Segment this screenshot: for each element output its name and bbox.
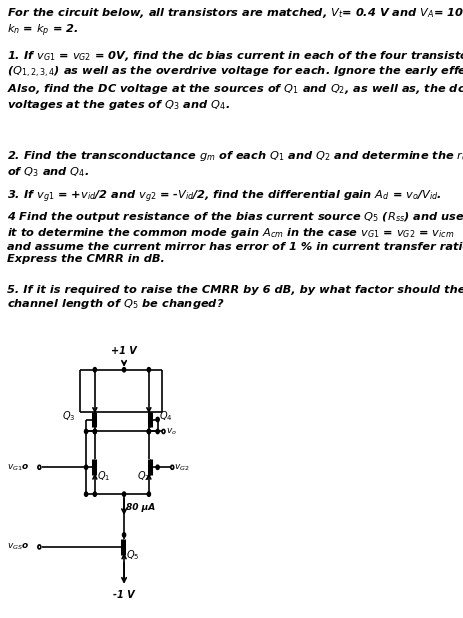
Circle shape [122,492,125,496]
Circle shape [156,417,159,421]
Text: $Q_2$: $Q_2$ [137,469,150,483]
Text: 2. Find the transconductance $g_m$ of each $Q_1$ and $Q_2$ and determine the $r_: 2. Find the transconductance $g_m$ of ea… [7,149,463,179]
Text: $Q_3$: $Q_3$ [63,410,76,423]
Circle shape [84,465,88,470]
Circle shape [156,465,159,470]
Text: For the circuit below, all transistors are matched, $V_t$= 0.4 V and $V_A$= 10V,: For the circuit below, all transistors a… [7,6,463,39]
Text: $Q_4$: $Q_4$ [159,410,172,423]
Text: +1 V: +1 V [111,346,137,356]
Circle shape [84,430,88,434]
Text: $v_{GS}$o: $v_{GS}$o [7,541,30,552]
Text: 3. If $v_{g1}$ = +$v_{id}$/2 and $v_{g2}$ = -$V_{id}$/2, find the differential g: 3. If $v_{g1}$ = +$v_{id}$/2 and $v_{g2}… [7,188,441,205]
Text: -1 V: -1 V [113,590,135,599]
Text: $Q_1$: $Q_1$ [97,469,110,483]
Circle shape [84,492,88,496]
Circle shape [147,430,150,434]
Circle shape [147,368,150,372]
Text: $v_{G2}$: $v_{G2}$ [174,462,190,473]
Circle shape [93,368,96,372]
Circle shape [93,492,96,496]
Circle shape [147,492,150,496]
Circle shape [147,430,150,434]
Text: 1. If $v_{G1}$ = $v_{G2}$ = 0V, find the dc bias current in each of the four tra: 1. If $v_{G1}$ = $v_{G2}$ = 0V, find the… [7,49,463,112]
Circle shape [156,430,159,434]
Circle shape [93,430,96,434]
Circle shape [122,533,125,537]
Text: 4 Find the output resistance of the bias current source $Q_5$ ($R_{ss}$) and use: 4 Find the output resistance of the bias… [7,211,463,264]
Text: $v_o$: $v_o$ [165,426,176,437]
Circle shape [122,368,125,372]
Circle shape [93,430,96,434]
Text: $v_{G1}$o: $v_{G1}$o [7,462,30,473]
Text: 5. If it is required to raise the CMRR by 6 dB, by what factor should the
channe: 5. If it is required to raise the CMRR b… [7,285,463,311]
Text: $Q_5$: $Q_5$ [126,548,139,562]
Text: 80 μA: 80 μA [126,503,155,512]
